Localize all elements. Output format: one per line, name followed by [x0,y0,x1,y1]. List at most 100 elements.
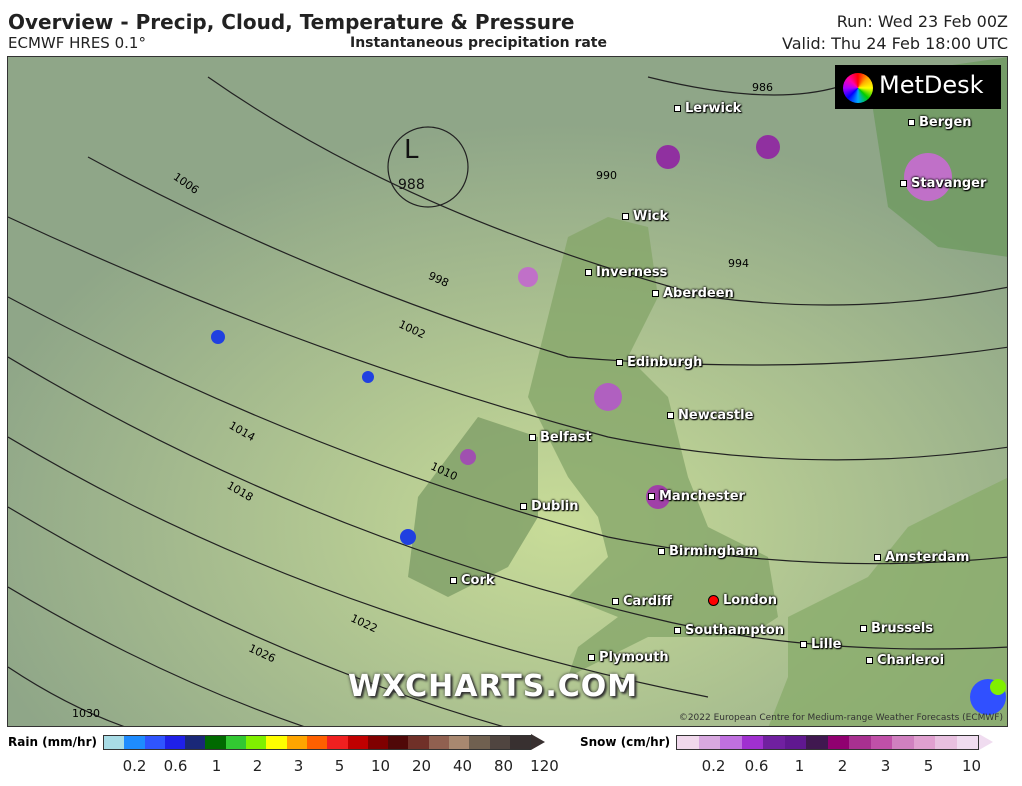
city-newcastle: Newcastle [667,408,753,423]
rain-tick-label: 20 [411,757,432,775]
city-southampton: Southampton [674,623,784,638]
rain-tick-label: 2 [252,757,263,775]
snow-color-swatch [892,735,914,749]
land-europe [768,477,1007,726]
model-label: ECMWF HRES 0.1° [8,34,146,52]
city-brussels: Brussels [860,621,933,636]
city-cardiff: Cardiff [612,594,672,609]
city-lille: Lille [800,637,841,652]
rain-tick-label: 3 [293,757,304,775]
low-pressure-label: L [404,135,419,165]
copyright: ©2022 European Centre for Medium-range W… [678,713,1003,723]
chart-title: Overview - Precip, Cloud, Temperature & … [8,10,575,34]
city-aberdeen: Aberdeen [652,286,734,301]
snow-tick-label: 0.2 [701,757,726,775]
metdesk-logo: MetDesk [835,65,1001,109]
run-time: Run: Wed 23 Feb 00Z [836,12,1008,31]
rain-color-swatch [327,735,348,749]
rain-color-swatch [205,735,226,749]
city-stavanger: Stavanger [900,176,986,191]
snow-tick-label: 2 [837,757,848,775]
city-plymouth: Plymouth [588,650,669,665]
rain-arrow-icon [531,734,546,750]
snow-color-swatch [956,735,979,749]
rain-tick-label: 120 [530,757,559,775]
city-london: London [708,593,777,608]
rain-color-swatch [408,735,429,749]
city-amsterdam: Amsterdam [874,550,969,565]
rain-tick-label: 5 [334,757,345,775]
rain-color-swatch [509,735,531,749]
city-bergen: Bergen [908,115,972,130]
city-cork: Cork [450,573,495,588]
isobar-label: 1030 [72,707,100,720]
rain-tick-label: 0.6 [163,757,188,775]
rain-color-swatch [388,735,409,749]
city-inverness: Inverness [585,265,667,280]
snow-colorbar [676,734,980,750]
rain-color-swatch [469,735,490,749]
city-charleroi: Charleroi [866,653,944,668]
snow-color-swatch [870,735,893,749]
rain-color-swatch [266,735,287,749]
low-pressure-value: 988 [398,177,425,193]
rain-color-swatch [286,735,307,749]
snow-tick-label: 5 [923,757,934,775]
snow-legend: Snow (cm/hr) [580,734,994,750]
rain-tick-label: 10 [370,757,391,775]
isobars [8,76,1007,726]
city-wick: Wick [622,209,668,224]
logo-icon [843,73,873,103]
snow-color-swatch [763,735,785,749]
rain-color-swatch [347,735,368,749]
rain-color-swatch [225,735,247,749]
snow-tick-label: 10 [961,757,982,775]
snow-color-swatch [827,735,850,749]
land-britain [528,217,778,677]
snow-color-swatch [913,735,936,749]
city-lerwick: Lerwick [674,101,741,116]
rain-tick-label: 0.2 [122,757,147,775]
snow-arrow-icon [979,734,994,750]
snow-color-swatch [935,735,957,749]
isobar-label: 990 [596,169,617,182]
snow-color-swatch [784,735,807,749]
rain-ticks: 0.2 0.6 1 2 3 5 10 20 40 80 120 [114,757,565,775]
rain-tick-label: 1 [211,757,222,775]
city-edinburgh: Edinburgh [616,355,702,370]
snow-color-swatch [698,735,721,749]
snow-tick-label: 3 [880,757,891,775]
rain-color-swatch [246,735,267,749]
city-birmingham: Birmingham [658,544,758,559]
rain-colorbar [103,734,532,750]
rain-color-swatch [367,735,389,749]
city-manchester: Manchester [648,489,745,504]
rain-tick-label: 40 [452,757,473,775]
chart-subtitle: Instantaneous precipitation rate [350,35,607,51]
rain-color-swatch [185,735,206,749]
rain-tick-label: 80 [493,757,514,775]
rain-color-swatch [164,735,186,749]
city-dublin: Dublin [520,499,579,514]
snow-ticks: 0.2 0.6 1 2 3 5 10 [692,757,993,775]
rain-color-swatch [428,735,450,749]
rain-color-swatch [306,735,328,749]
isobar-label: 986 [752,81,773,94]
snow-tick-label: 1 [794,757,805,775]
city-belfast: Belfast [529,430,592,445]
isobar-label: 994 [728,257,749,270]
snow-color-swatch [677,735,699,749]
snow-legend-label: Snow (cm/hr) [580,735,671,749]
rain-legend-label: Rain (mm/hr) [8,735,97,749]
snow-color-swatch [741,735,764,749]
logo-text: MetDesk [879,71,984,99]
snow-color-swatch [720,735,742,749]
rain-color-swatch [124,735,145,749]
snow-color-swatch [849,735,871,749]
rain-color-swatch [449,735,470,749]
land-ireland [408,417,538,597]
weather-map[interactable]: L 988 986 990 994 998 1002 1006 1010 101… [7,56,1008,727]
snow-color-swatch [806,735,828,749]
watermark: WXCHARTS.COM [348,669,639,704]
rain-color-swatch [144,735,165,749]
